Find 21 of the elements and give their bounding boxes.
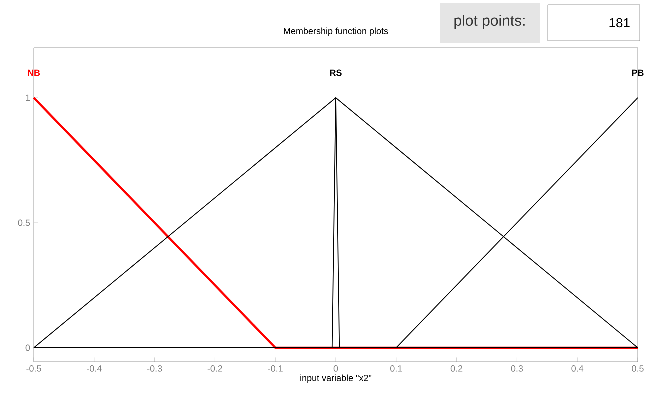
y-tick-label: 0 [26,344,30,352]
x-tick-label: 0 [334,366,338,372]
x-axis-title: input variable "x2" [300,374,372,384]
text: plot points: [454,15,525,29]
x-tick-label: 0.2 [450,366,463,372]
chart-title: Membership function plots [284,28,388,36]
x-tick-label: -0.4 [87,366,102,372]
text: RS [330,70,342,76]
text: NB [28,70,40,76]
y-tick-label: 1 [26,94,30,102]
x-tick-label: -0.2 [208,366,222,372]
text: 181 [610,18,630,28]
x-tick-label: 0.4 [572,366,584,372]
x-tick-label: -0.5 [26,366,42,372]
x-tick-label: 0.1 [390,366,402,372]
x-tick-label: 0.5 [632,366,644,372]
x-tick-label: -0.1 [268,366,283,372]
x-tick-label: -0.3 [147,366,162,372]
text: PB [632,70,644,76]
x-tick-label: 0.3 [511,366,524,372]
y-tick-label: 0.5 [18,220,30,226]
